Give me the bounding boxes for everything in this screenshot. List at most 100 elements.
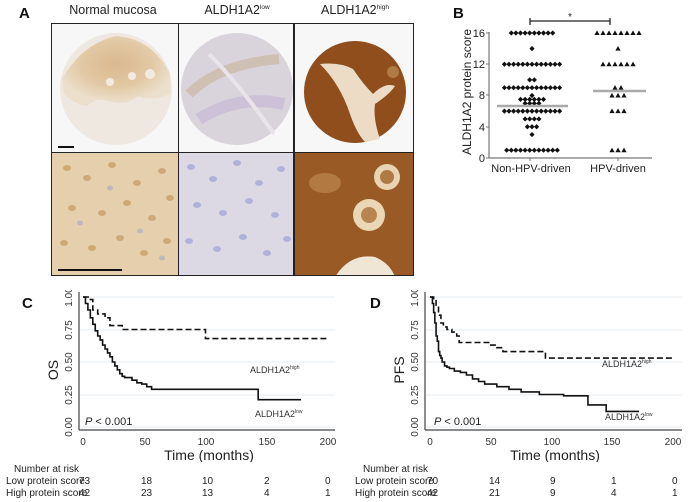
- y-ticks: 0.00 0.25 0.50 0.75 1.00: [410, 290, 421, 437]
- svg-text:1.00: 1.00: [410, 290, 421, 307]
- ihc-core-aldh1a2-low: [178, 23, 294, 153]
- km-curve-high: [83, 296, 328, 340]
- km-plot-pfs: 0.00 0.25 0.50 0.75 1.00 PFS 0 50 100 15…: [391, 290, 682, 462]
- svg-text:50: 50: [485, 437, 497, 448]
- x-category-hpv: HPV-driven: [590, 163, 646, 175]
- risk-value: 1: [325, 488, 331, 499]
- risk-value: 4: [264, 488, 270, 499]
- column-title-aldh1a2-high: ALDH1A2high: [296, 3, 414, 17]
- tissue-magnified-image: [179, 153, 293, 275]
- panel-d-letter: D: [370, 295, 381, 312]
- svg-text:0: 0: [479, 153, 485, 165]
- panel-c-letter: C: [22, 295, 33, 312]
- risk-table-header: Number at risk: [363, 464, 429, 475]
- tissue-magnified-image: [295, 153, 413, 275]
- scatter-plot-b: ALDH1A2 protein score 0 4 8 12 16 Non-HP…: [460, 12, 652, 175]
- column-title-text: ALDH1A2: [204, 3, 260, 17]
- svg-text:0.25: 0.25: [64, 385, 75, 405]
- risk-value: 0: [672, 476, 678, 487]
- non-hpv-points: [501, 30, 563, 153]
- y-axis-label: OS: [45, 360, 61, 380]
- y-ticks: 0 4 8 12 16: [473, 28, 489, 165]
- svg-text:0: 0: [80, 437, 86, 448]
- risk-row-label-high: High protein score: [6, 488, 88, 499]
- risk-value: 10: [202, 476, 214, 487]
- x-ticks: 0 50 100 150 200: [80, 437, 337, 448]
- km-plot-os: 0.00 0.25 0.50 0.75 1.00 OS 0 50 100 150…: [45, 290, 337, 462]
- svg-text:0.00: 0.00: [64, 417, 75, 437]
- risk-value: 2: [264, 476, 270, 487]
- risk-value: 13: [202, 488, 214, 499]
- curve-label-high: ALDH1A2high: [602, 359, 652, 369]
- risk-value: 70: [427, 476, 439, 487]
- risk-value: 4: [611, 488, 617, 499]
- svg-text:12: 12: [473, 59, 485, 71]
- svg-text:0.50: 0.50: [410, 352, 421, 372]
- svg-text:16: 16: [473, 28, 485, 40]
- svg-text:100: 100: [198, 437, 215, 448]
- curve-label-low: ALDH1A2low: [255, 409, 303, 419]
- column-title-text: Normal mucosa: [69, 3, 157, 17]
- risk-row-label-low: Low protein score: [6, 476, 85, 487]
- tissue-core-image: [181, 33, 293, 145]
- risk-value: 1: [672, 488, 678, 499]
- y-ticks: 0.00 0.25 0.50 0.75 1.00: [64, 290, 75, 437]
- p-value: P < 0.001: [434, 416, 481, 428]
- ihc-magnified-normal-mucosa: [51, 152, 179, 276]
- panel-b-letter: B: [453, 5, 464, 22]
- risk-value: 42: [79, 488, 91, 499]
- risk-row-label-high: High protein score: [355, 488, 437, 499]
- x-axis-label: Time (months): [510, 447, 600, 462]
- column-title-superscript: high: [376, 4, 389, 11]
- risk-value: 14: [489, 476, 501, 487]
- x-axis-label: Time (months): [164, 447, 254, 462]
- svg-text:50: 50: [139, 437, 151, 448]
- tissue-core-image: [304, 41, 406, 143]
- svg-text:200: 200: [320, 437, 337, 448]
- svg-text:150: 150: [604, 437, 621, 448]
- svg-text:0.25: 0.25: [410, 385, 421, 405]
- svg-text:4: 4: [479, 122, 485, 134]
- risk-value: 73: [79, 476, 91, 487]
- risk-value: 23: [141, 488, 153, 499]
- risk-value: 9: [550, 488, 556, 499]
- tissue-magnified-image: [52, 153, 178, 275]
- svg-text:0.00: 0.00: [410, 417, 421, 437]
- svg-text:200: 200: [665, 437, 682, 448]
- x-category-non-hpv: Non-HPV-driven: [491, 163, 570, 175]
- risk-value: 42: [427, 488, 439, 499]
- curve-label-low: ALDH1A2low: [605, 412, 653, 422]
- ihc-core-aldh1a2-high: [294, 23, 414, 153]
- svg-text:8: 8: [479, 90, 485, 102]
- risk-value: 0: [325, 476, 331, 487]
- curve-label-high: ALDH1A2high: [250, 365, 300, 375]
- y-axis-label: PFS: [391, 356, 407, 383]
- svg-text:100: 100: [544, 437, 561, 448]
- km-curve-low: [430, 296, 639, 413]
- ihc-magnified-aldh1a2-low: [178, 152, 294, 276]
- significance-star: *: [568, 12, 572, 23]
- column-title-normal-mucosa: Normal mucosa: [54, 3, 172, 17]
- svg-text:0: 0: [427, 437, 433, 448]
- risk-row-label-low: Low protein score: [355, 476, 434, 487]
- svg-text:0.75: 0.75: [410, 320, 421, 340]
- svg-text:1.00: 1.00: [64, 290, 75, 307]
- x-ticks: 0 50 100 150 200: [427, 437, 682, 448]
- svg-text:0.75: 0.75: [64, 320, 75, 340]
- column-title-aldh1a2-low: ALDH1A2low: [178, 3, 296, 17]
- hpv-points: [594, 30, 642, 153]
- tissue-core-image: [58, 33, 172, 148]
- y-axis-label: ALDH1A2 protein score: [460, 29, 474, 155]
- risk-value: 1: [611, 476, 617, 487]
- km-curve-low: [83, 296, 302, 401]
- risk-value: 9: [550, 476, 556, 487]
- risk-value: 21: [489, 488, 501, 499]
- ihc-core-normal-mucosa: [51, 23, 179, 153]
- svg-text:0.50: 0.50: [64, 352, 75, 372]
- column-title-superscript: low: [259, 4, 270, 11]
- km-curve-high: [430, 296, 673, 359]
- p-value: P < 0.001: [85, 416, 132, 428]
- ihc-magnified-aldh1a2-high: [294, 152, 414, 276]
- risk-value: 18: [141, 476, 153, 487]
- panel-a-letter: A: [19, 5, 30, 22]
